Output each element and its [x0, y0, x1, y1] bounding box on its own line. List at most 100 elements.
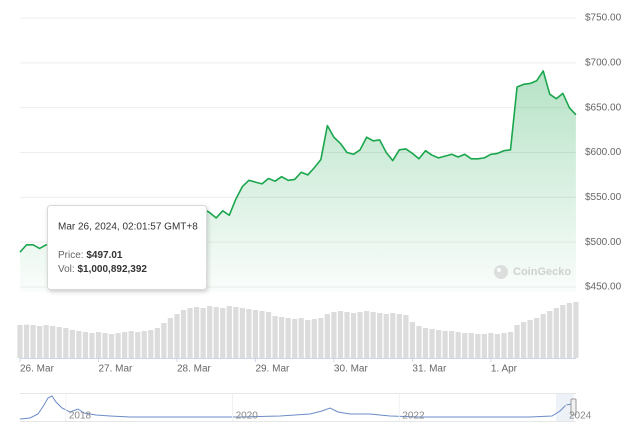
volume-bar — [409, 322, 416, 358]
volume-bar — [292, 319, 298, 358]
x-tick-label: 1. Apr — [491, 364, 518, 375]
volume-bar — [226, 306, 232, 358]
volume-bar — [442, 331, 448, 358]
y-tick-label: $750.00 — [585, 13, 622, 24]
y-tick-label: $550.00 — [585, 192, 622, 203]
tooltip-vol-value: $1,000,892,392 — [77, 264, 147, 275]
watermark: CoinGecko — [494, 265, 571, 279]
volume-bar — [429, 329, 435, 358]
volume-bar — [108, 334, 115, 358]
volume-bar — [337, 311, 344, 358]
navigator-handle[interactable] — [570, 398, 577, 416]
volume-bar — [324, 314, 330, 358]
volume-bar — [540, 314, 546, 358]
volume-bar — [560, 305, 566, 358]
volume-bar — [135, 332, 141, 358]
volume-bar — [102, 333, 108, 358]
volume-bar — [17, 325, 23, 358]
volume-bar — [63, 328, 69, 358]
volume-bar — [357, 312, 363, 358]
volume-bar — [259, 311, 265, 358]
volume-bar — [383, 314, 389, 358]
x-tick-label: 31. Mar — [412, 364, 447, 375]
volume-bar — [252, 310, 259, 358]
volume-bar — [285, 318, 291, 358]
volume-bar — [122, 332, 128, 358]
volume-bar — [527, 320, 533, 358]
volume-bar — [468, 333, 474, 358]
volume-bar — [180, 310, 187, 358]
volume-bar — [396, 314, 402, 358]
volume-bar — [272, 316, 278, 358]
tooltip-box — [47, 205, 207, 290]
volume-bar — [416, 326, 422, 358]
tooltip-price-value: $497.01 — [86, 250, 123, 261]
navigator: 2018 2020 2022 2024 — [19, 393, 592, 422]
volume-bar — [534, 318, 540, 358]
volume-bar — [449, 331, 455, 358]
navigator-selection[interactable] — [556, 394, 574, 421]
volume-bar — [233, 307, 239, 358]
watermark-logo-eye — [497, 268, 501, 272]
y-tick-label: $500.00 — [585, 237, 622, 248]
volume-bar — [547, 311, 553, 358]
x-tick-label: 26. Mar — [20, 364, 55, 375]
volume-bar — [390, 313, 396, 358]
volume-bar — [507, 332, 514, 358]
volume-bar — [311, 319, 317, 358]
tooltip-price-label: Price: — [58, 250, 84, 261]
volume-bar — [435, 330, 442, 358]
volume-bar — [167, 318, 174, 358]
volume-bar — [494, 334, 501, 358]
volume-bar — [89, 333, 95, 358]
volume-bar — [278, 317, 285, 358]
volume-bar — [128, 331, 134, 358]
tooltip-price: Price: $497.01 — [58, 250, 123, 261]
volume-bar — [514, 325, 520, 358]
x-tick-label: 30. Mar — [334, 364, 369, 375]
volume-bar — [239, 308, 245, 358]
x-tick-label: 28. Mar — [177, 364, 212, 375]
y-tick-label: $650.00 — [585, 102, 622, 113]
volume-bar — [481, 334, 487, 358]
watermark-logo — [494, 265, 508, 279]
watermark-text: CoinGecko — [513, 266, 571, 278]
y-tick-label: $700.00 — [585, 57, 622, 68]
volume-bar — [141, 331, 147, 358]
volume-bar — [520, 322, 527, 358]
y-tick-label: $450.00 — [585, 282, 622, 293]
navigator-year-label: 2020 — [236, 411, 259, 422]
y-tick-label: $600.00 — [585, 147, 622, 158]
volume-bar — [350, 313, 357, 358]
volume-bars — [17, 302, 579, 358]
tooltip-date: Mar 26, 2024, 02:01:57 GMT+8 — [58, 222, 198, 233]
volume-bar — [56, 327, 62, 358]
volume-bar — [95, 332, 102, 358]
tooltip-vol-label: Vol: — [58, 264, 75, 275]
volume-bar — [174, 314, 180, 358]
volume-bar — [37, 326, 43, 358]
volume-bar — [220, 308, 226, 358]
volume-bar — [213, 307, 219, 358]
volume-bar — [82, 332, 89, 358]
volume-bar — [573, 302, 579, 358]
volume-bar — [488, 333, 494, 358]
volume-bar — [377, 313, 383, 358]
volume-bar — [115, 333, 121, 358]
volume-bar — [187, 308, 193, 358]
volume-bar — [69, 330, 75, 358]
volume-bar — [370, 312, 376, 358]
x-tick-label: 27. Mar — [98, 364, 133, 375]
volume-bar — [422, 328, 429, 358]
volume-bar — [501, 333, 507, 358]
volume-bar — [364, 311, 370, 358]
volume-bar — [23, 324, 30, 358]
volume-bar — [553, 308, 559, 358]
volume-bar — [475, 334, 481, 358]
volume-bar — [30, 325, 36, 358]
volume-bar — [455, 332, 461, 358]
volume-bar — [462, 333, 468, 358]
volume-bar — [207, 306, 213, 358]
navigator-year-label: 2024 — [569, 411, 592, 422]
